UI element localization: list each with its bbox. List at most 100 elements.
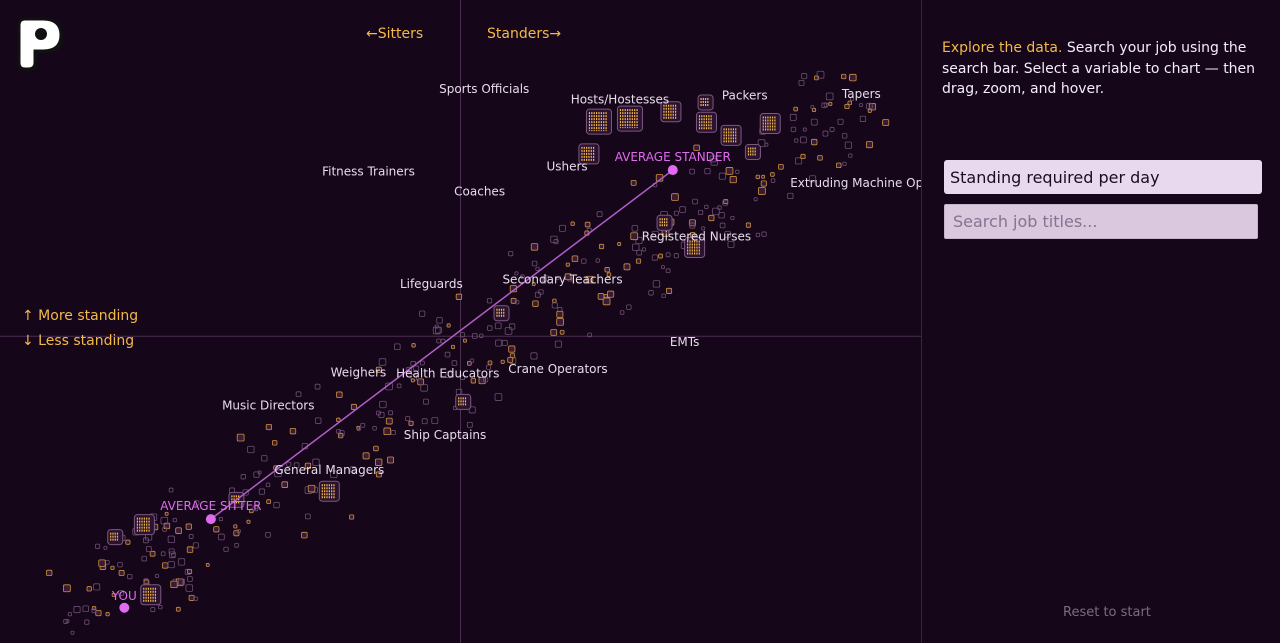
job-marker [375, 366, 382, 373]
reset-button[interactable]: Reset to start [1063, 605, 1151, 620]
job-marker [266, 499, 272, 505]
marker-dot [119, 602, 130, 613]
job-marker [719, 222, 726, 229]
job-marker [459, 332, 466, 338]
scatter-plot[interactable]: Sports Officials Hosts/Hostesses Packers Ta… [0, 0, 921, 643]
job-marker [809, 175, 817, 183]
job-marker [171, 552, 176, 558]
variable-select[interactable]: Standing required per day [944, 160, 1262, 194]
job-marker [143, 578, 149, 584]
job-marker [408, 420, 414, 426]
job-marker [661, 293, 666, 299]
job-marker [466, 421, 473, 428]
job-label: Crane Operators [508, 362, 607, 376]
job-marker [679, 206, 686, 213]
job-marker [253, 471, 260, 478]
job-marker [534, 291, 541, 298]
job-marker [95, 543, 101, 549]
job-marker [530, 243, 539, 251]
job-marker [479, 333, 484, 338]
job-marker [619, 310, 625, 315]
job-marker [532, 300, 539, 307]
job-marker [117, 561, 123, 568]
job-marker [722, 199, 729, 206]
job-marker [564, 273, 572, 281]
job-marker [651, 254, 658, 261]
job-marker [218, 533, 225, 541]
job-marker [254, 504, 259, 509]
job-marker [802, 127, 807, 132]
job-label: General Managers [274, 463, 384, 477]
job-marker [468, 406, 476, 414]
job-marker [584, 221, 591, 228]
search-input[interactable] [944, 204, 1258, 239]
job-marker [436, 317, 443, 324]
job-marker [65, 619, 70, 623]
job-label: Registered Nurses [642, 230, 751, 244]
job-marker [541, 276, 547, 282]
job-marker [247, 445, 255, 454]
job-marker [632, 243, 640, 251]
job-marker [446, 323, 451, 328]
job-marker [778, 163, 784, 170]
job-marker [849, 73, 857, 82]
job-marker [271, 440, 278, 446]
job-marker [651, 230, 659, 238]
job-marker [286, 461, 292, 467]
intro-text: Explore the data. Search your job using … [942, 38, 1272, 100]
job-marker [177, 558, 186, 566]
job-marker [360, 422, 366, 428]
job-marker [289, 427, 297, 435]
job-marker [350, 403, 357, 410]
job-marker [661, 265, 665, 270]
job-marker [314, 383, 321, 390]
job-marker [188, 534, 194, 539]
job-marker [336, 428, 341, 434]
job-marker [811, 107, 817, 113]
job-marker [865, 141, 873, 149]
job-marker [787, 192, 794, 200]
job-marker [841, 73, 847, 80]
job-marker [859, 115, 867, 122]
job-marker [487, 360, 493, 366]
job-marker [185, 523, 192, 530]
job-marker [167, 535, 176, 544]
job-marker [84, 619, 90, 625]
job-marker [455, 293, 463, 300]
job-label: EMTs [670, 335, 700, 349]
job-marker [770, 172, 775, 177]
job-marker [162, 526, 167, 532]
job-marker [844, 141, 852, 149]
job-marker [550, 329, 558, 336]
job-marker [842, 161, 847, 166]
job-marker [170, 580, 178, 589]
job-marker [789, 113, 797, 121]
job-marker [435, 326, 442, 334]
job-marker [187, 576, 193, 582]
job-marker [378, 358, 387, 366]
job-marker [689, 168, 695, 175]
job-marker [105, 612, 110, 617]
job-marker [810, 105, 815, 109]
logo-icon[interactable] [14, 16, 68, 72]
job-marker [635, 236, 643, 245]
panel-divider [921, 0, 922, 643]
job-marker [531, 282, 536, 287]
job-marker [617, 242, 622, 246]
chart-area[interactable]: Sports Officials Hosts/Hostesses Packers Ta… [0, 0, 921, 643]
job-marker [745, 222, 752, 228]
job-marker [556, 317, 564, 326]
job-marker [553, 239, 559, 245]
job-marker [630, 179, 637, 186]
job-marker [141, 555, 147, 562]
intro-lead: Explore the data. [942, 40, 1063, 56]
job-marker [336, 391, 343, 399]
job-marker [356, 426, 361, 432]
job-marker [606, 272, 612, 277]
job-marker [423, 398, 429, 405]
job-marker [514, 299, 520, 305]
job-marker [800, 136, 807, 144]
job-marker [735, 169, 740, 174]
job-marker [556, 310, 564, 318]
